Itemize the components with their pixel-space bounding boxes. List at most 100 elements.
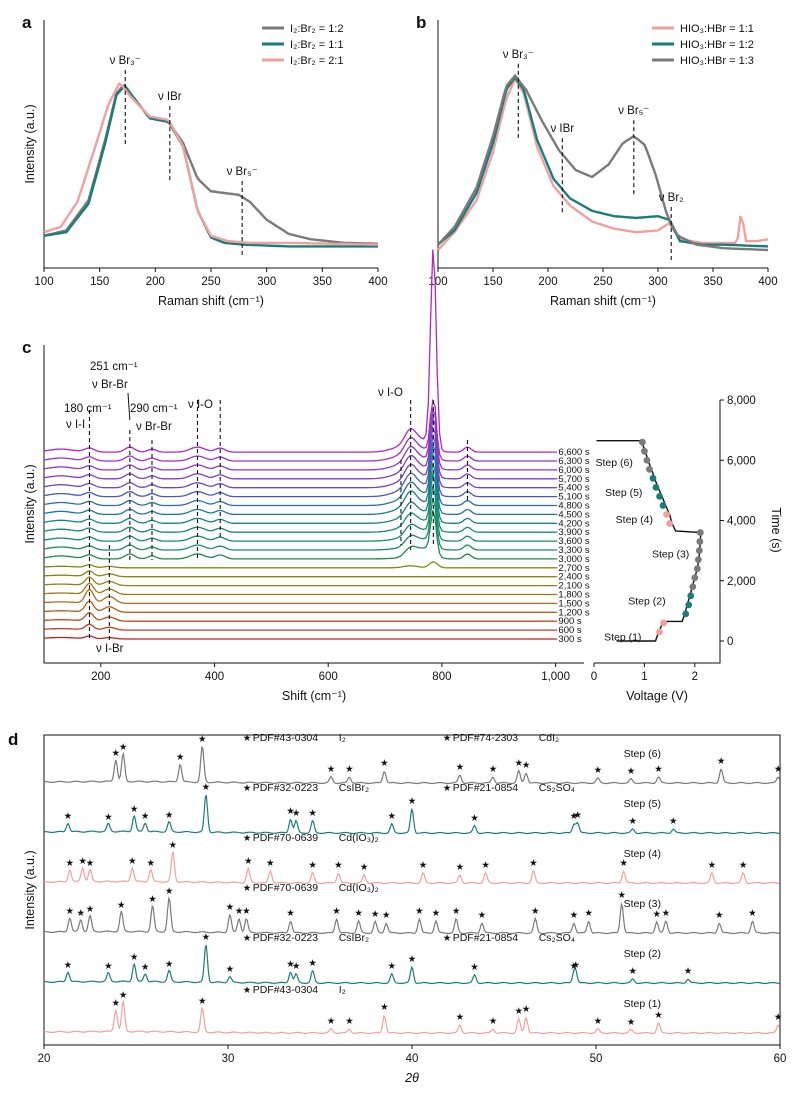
annotation-label: 251 cm⁻¹	[90, 361, 138, 373]
voltage-marker	[643, 456, 651, 464]
annotation-label: ν Br₅⁻	[227, 166, 258, 178]
peak-star: ★	[380, 758, 389, 769]
x-axis-label: 2θ	[404, 1071, 419, 1085]
step-label: Step (5)	[605, 487, 642, 499]
voltage-marker	[649, 474, 657, 482]
pdf-label: PDF#43-0304	[253, 984, 319, 996]
panel-label-c: c	[22, 338, 31, 357]
phase-label: Cd(IO₃)₂	[339, 832, 379, 844]
voltage-marker	[693, 565, 701, 573]
peak-star: ★	[382, 910, 391, 921]
legend-star: ★	[443, 933, 452, 944]
step-label: Step (5)	[624, 798, 661, 810]
voltage-marker	[691, 574, 699, 582]
step-label: Step (4)	[624, 848, 661, 860]
voltage-marker	[689, 583, 697, 591]
peak-star: ★	[380, 1002, 389, 1013]
peak-star: ★	[531, 906, 540, 917]
peak-star: ★	[470, 962, 479, 973]
y-tick-label: 0	[727, 636, 733, 648]
peak-star: ★	[176, 752, 185, 763]
peak-star: ★	[684, 966, 693, 977]
legend-star: ★	[443, 783, 452, 794]
annotation-pointer	[127, 392, 131, 421]
peak-star: ★	[202, 782, 211, 793]
peak-star: ★	[345, 1016, 354, 1027]
x-tick-label: 400	[368, 276, 387, 288]
peak-star: ★	[292, 961, 301, 972]
time-label: 2,700 s	[558, 563, 589, 574]
voltage-marker	[652, 483, 660, 491]
peak-star: ★	[617, 890, 626, 901]
pdf-label: PDF#70-0639	[253, 832, 319, 844]
x-tick-label: 150	[483, 276, 502, 288]
legend-label: I₂:Br₂ = 2:1	[290, 55, 343, 67]
peak-star: ★	[654, 1010, 663, 1021]
peak-star: ★	[286, 806, 295, 817]
legend-star: ★	[243, 733, 252, 744]
annotation-label: ν Br₅⁻	[618, 105, 649, 117]
xrd-pattern	[44, 944, 780, 985]
peak-star: ★	[715, 910, 724, 921]
peak-star: ★	[266, 858, 275, 869]
peak-star: ★	[308, 958, 317, 969]
x-tick-label: 600	[319, 671, 338, 683]
peak-star: ★	[165, 886, 174, 897]
y-tick-label: 4,000	[727, 516, 756, 528]
xrd-pattern	[44, 850, 780, 885]
series-line	[437, 76, 769, 251]
spectrum-line	[43, 452, 556, 516]
peak-star: ★	[119, 742, 128, 753]
peak-star: ★	[522, 760, 531, 771]
peak-star: ★	[292, 808, 301, 819]
y-axis-label: Intensity (a.u.)	[23, 104, 37, 183]
series-line	[437, 75, 769, 248]
peak-star: ★	[652, 909, 661, 920]
peak-star: ★	[117, 900, 126, 911]
x-tick-label: 300	[648, 276, 667, 288]
peak-star: ★	[327, 1016, 336, 1027]
phase-label: Cs₂SO₄	[539, 782, 575, 794]
peak-star: ★	[619, 858, 628, 869]
peak-star: ★	[146, 858, 155, 869]
time-label: 4,800 s	[558, 501, 589, 512]
spectrum-line	[43, 407, 556, 471]
step-label: Step (3)	[624, 898, 661, 910]
spectrum-line	[43, 434, 556, 498]
peak-star: ★	[141, 962, 150, 973]
pdf-label: PDF#43-0304	[253, 732, 319, 744]
x-tick-label: 100	[428, 276, 447, 288]
x-axis-label: Raman shift (cm⁻¹)	[550, 294, 656, 308]
phase-label: Cs₂SO₄	[539, 932, 575, 944]
spectrum-line	[43, 249, 556, 453]
panel-b: 100 150 200 250 300 350 400 Raman shift (cm⁻¹) b…	[416, 13, 778, 308]
series-line	[437, 73, 769, 252]
peak-star: ★	[327, 764, 336, 775]
time-label: 5,400 s	[558, 483, 589, 494]
xrd-pattern	[44, 999, 780, 1035]
x-tick-label: 400	[758, 276, 777, 288]
time-label: 6,300 s	[558, 456, 589, 467]
spectrum-line	[43, 570, 556, 578]
pdf-label: PDF#21-0854	[453, 932, 519, 944]
step-label: Step (6)	[596, 457, 633, 469]
time-label: 300 s	[558, 634, 581, 645]
step-label: Step (6)	[624, 748, 661, 760]
peak-star: ★	[481, 860, 490, 871]
series-line	[43, 81, 379, 246]
axes-c	[43, 345, 584, 664]
x-tick-label: 1,000	[541, 671, 570, 683]
peak-star: ★	[522, 1004, 531, 1015]
y-tick-label: 2,000	[727, 576, 756, 588]
peak-star: ★	[456, 862, 465, 873]
peak-star: ★	[432, 908, 441, 919]
time-label: 4,500 s	[558, 509, 589, 520]
phase-label: I₂	[339, 732, 346, 744]
y-tick-label: 6,000	[727, 455, 756, 467]
y-axis-label: Intensity (a.u.)	[23, 850, 37, 929]
x-tick-label: 150	[90, 276, 109, 288]
x-tick-label: 60	[774, 1053, 787, 1065]
time-label: 5,100 s	[558, 492, 589, 503]
legend-label: HIO₃:HBr = 1:1	[680, 23, 754, 35]
